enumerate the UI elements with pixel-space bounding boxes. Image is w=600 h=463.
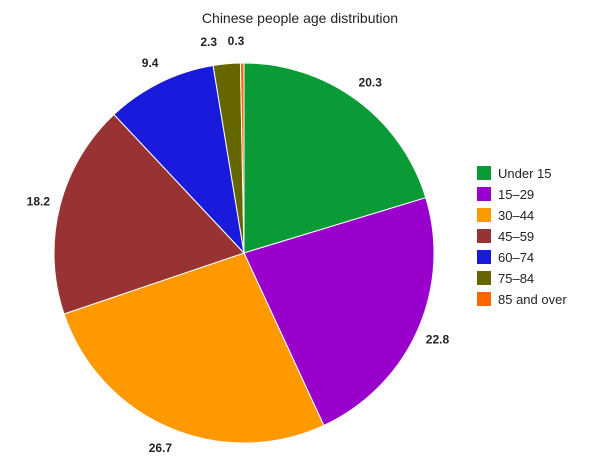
legend-label-5: 60–74 bbox=[498, 250, 534, 265]
data-label-6: 2.3 bbox=[200, 35, 217, 49]
data-labels: 20.3 22.8 26.7 18.2 9.4 2.3 0.3 bbox=[27, 34, 450, 455]
data-label-3: 26.7 bbox=[149, 441, 173, 455]
legend-swatch-4 bbox=[477, 229, 491, 243]
data-label-5: 9.4 bbox=[142, 56, 159, 70]
legend-label-6: 75–84 bbox=[498, 271, 534, 286]
pie-slice-5 bbox=[113, 64, 245, 255]
legend: Under 15 15–29 30–44 45–59 60–74 75–84 85 and … bbox=[477, 166, 567, 307]
pie-slice-3 bbox=[63, 252, 325, 444]
data-label-7: 0.3 bbox=[228, 34, 245, 48]
legend-label-4: 45–59 bbox=[498, 229, 534, 244]
data-label-4: 18.2 bbox=[27, 195, 51, 209]
legend-label-3: 30–44 bbox=[498, 208, 534, 223]
legend-swatch-2 bbox=[477, 187, 491, 201]
legend-label-1: Under 15 bbox=[498, 166, 551, 181]
pie-slice-4 bbox=[53, 113, 245, 315]
legend-swatch-5 bbox=[477, 250, 491, 264]
legend-swatch-7 bbox=[477, 292, 491, 306]
pie-slice-2 bbox=[243, 197, 435, 427]
chart-title: Chinese people age distribution bbox=[202, 10, 398, 26]
pie-slice-7 bbox=[239, 62, 245, 254]
pie-slice-1 bbox=[243, 62, 427, 254]
legend-label-2: 15–29 bbox=[498, 187, 534, 202]
data-label-1: 20.3 bbox=[359, 76, 383, 90]
legend-swatch-3 bbox=[477, 208, 491, 222]
legend-label-7: 85 and over bbox=[498, 292, 567, 307]
data-label-2: 22.8 bbox=[426, 333, 450, 347]
legend-swatch-1 bbox=[477, 166, 491, 180]
pie-slices bbox=[53, 62, 435, 444]
legend-swatch-6 bbox=[477, 271, 491, 285]
